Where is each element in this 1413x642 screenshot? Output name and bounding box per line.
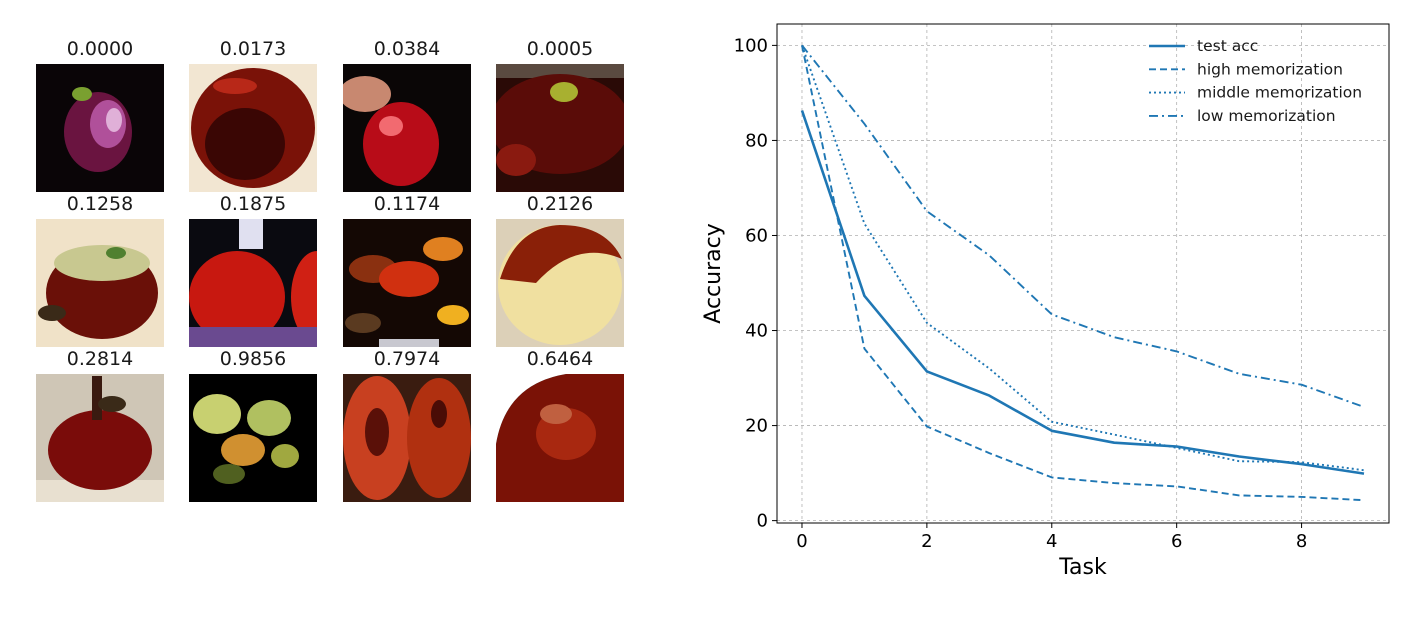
memorization-score: 0.1174 bbox=[373, 193, 441, 215]
apple-image bbox=[36, 64, 164, 192]
accuracy-chart: 0 2 4 6 8 0 20 40 60 80 100 Task Accuracy test acc hig… bbox=[690, 0, 1410, 638]
y-tick-label: 60 bbox=[745, 225, 768, 246]
x-axis-label: Task bbox=[1058, 555, 1107, 580]
memorization-score: 0.1258 bbox=[66, 193, 134, 215]
x-tick-label: 8 bbox=[1296, 531, 1307, 552]
y-tick-label: 100 bbox=[734, 35, 768, 56]
legend-label: low memorization bbox=[1197, 107, 1336, 125]
apple-image bbox=[343, 64, 471, 192]
apple-image bbox=[343, 219, 471, 347]
legend-label: test acc bbox=[1197, 37, 1258, 55]
memorization-score: 0.0005 bbox=[526, 38, 594, 60]
memorization-score: 0.0384 bbox=[373, 38, 441, 60]
apple-image bbox=[496, 219, 624, 347]
apple-image bbox=[343, 374, 471, 502]
x-tick-label: 0 bbox=[796, 531, 807, 552]
y-tick-label: 40 bbox=[745, 321, 768, 342]
legend-label: middle memorization bbox=[1197, 84, 1362, 102]
memorization-score: 0.1875 bbox=[219, 193, 287, 215]
legend-label: high memorization bbox=[1197, 60, 1343, 78]
x-tick-label: 2 bbox=[921, 531, 932, 552]
memorization-score: 0.2126 bbox=[526, 193, 594, 215]
series-line-high-memorization bbox=[801, 45, 1365, 502]
apple-image bbox=[36, 219, 164, 347]
plot-frame bbox=[776, 23, 1390, 524]
memorization-score: 0.2814 bbox=[66, 348, 134, 370]
apple-image bbox=[189, 374, 317, 502]
apple-image bbox=[496, 374, 624, 502]
memorization-score: 0.0000 bbox=[66, 38, 134, 60]
y-tick-label: 0 bbox=[757, 511, 768, 532]
memorization-score: 0.7974 bbox=[373, 348, 441, 370]
y-tick-label: 20 bbox=[745, 416, 768, 437]
y-axis-label: Accuracy bbox=[701, 223, 726, 323]
apple-image bbox=[189, 64, 317, 192]
series-line-low-memorization bbox=[801, 44, 1365, 408]
apple-image bbox=[36, 374, 164, 502]
apple-image bbox=[189, 219, 317, 347]
memorization-image-grid: 0.0000 0.0173 0.0384 0.0005 bbox=[0, 0, 680, 638]
series-line-test-acc bbox=[800, 110, 1365, 475]
memorization-score: 0.9856 bbox=[219, 348, 287, 370]
x-tick-label: 6 bbox=[1171, 531, 1182, 552]
x-tick-label: 4 bbox=[1046, 531, 1057, 552]
memorization-score: 0.6464 bbox=[526, 348, 594, 370]
y-tick-label: 80 bbox=[745, 130, 768, 151]
apple-image bbox=[496, 64, 624, 192]
memorization-score: 0.0173 bbox=[219, 38, 287, 60]
